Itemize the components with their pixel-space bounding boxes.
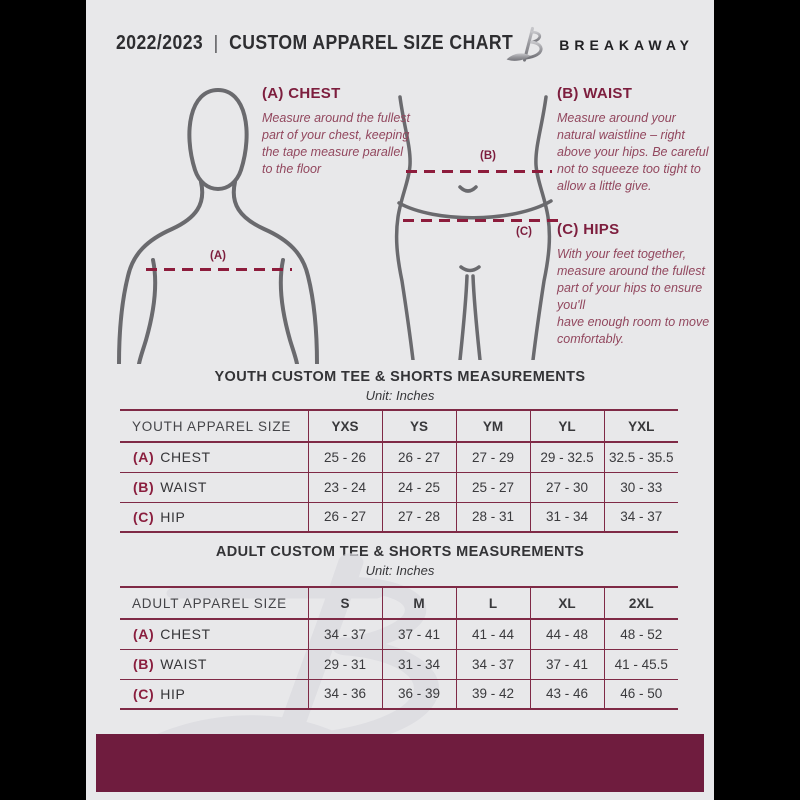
size-value-cell: 36 - 39	[381, 679, 456, 710]
row-key: (B)	[133, 479, 155, 495]
lower-body-figure	[394, 95, 553, 360]
size-value-cell: 27 - 30	[529, 472, 604, 503]
size-value-cell: 30 - 33	[603, 472, 678, 503]
breakaway-b-logo-icon	[506, 26, 543, 62]
chart-title: CUSTOM APPAREL SIZE CHART	[229, 32, 514, 54]
size-value-cell: 31 - 34	[529, 502, 604, 533]
size-value-cell: 29 - 31	[307, 649, 382, 680]
chest-description: Measure around the fullest part of your …	[262, 111, 411, 176]
size-column-header: YM	[455, 409, 530, 443]
size-value-cell: 25 - 26	[307, 442, 382, 473]
table-row-hip: (C) HIP 34 - 36 36 - 39 39 - 42 43 - 46 4…	[120, 679, 678, 710]
size-value-cell: 41 - 45.5	[603, 649, 678, 680]
size-column-header: YL	[529, 409, 604, 443]
table-row-waist: (B) WAIST 23 - 24 24 - 25 25 - 27 27 - 30…	[120, 472, 678, 503]
size-column-header: YXL	[603, 409, 678, 443]
size-column-header: XL	[529, 586, 604, 620]
row-key: (A)	[133, 626, 155, 643]
waist-description: Measure around your natural waistline – …	[557, 111, 709, 193]
upper-body-figure	[117, 87, 319, 364]
size-value-cell: 48 - 52	[603, 619, 678, 650]
size-column-header: L	[455, 586, 530, 620]
size-value-cell: 44 - 48	[529, 619, 604, 650]
hips-description: With your feet together, measure around …	[557, 247, 710, 346]
table-row-chest: (A) CHEST 34 - 37 37 - 41 41 - 44 44 - 48…	[120, 619, 678, 650]
size-value-cell: 24 - 25	[381, 472, 456, 503]
waist-measurement-line	[406, 170, 552, 173]
table-header-row: ADULT APPAREL SIZE S M L XL 2XL	[120, 586, 678, 620]
size-value-cell: 34 - 37	[307, 619, 382, 650]
size-value-cell: 34 - 37	[455, 649, 530, 680]
size-value-cell: 37 - 41	[529, 649, 604, 680]
page-title: 2022/2023 | CUSTOM APPAREL SIZE CHART	[116, 32, 513, 55]
size-value-cell: 29 - 32.5	[529, 442, 604, 473]
table-row-hip: (C) HIP 26 - 27 27 - 28 28 - 31 31 - 34 3…	[120, 502, 678, 533]
size-chart-poster: 2022/2023 | CUSTOM APPAREL SIZE CHART	[86, 0, 714, 800]
title-separator: |	[213, 33, 219, 54]
size-value-cell: 25 - 27	[455, 472, 530, 503]
size-value-cell: 39 - 42	[455, 679, 530, 710]
size-value-cell: 34 - 37	[603, 502, 678, 533]
row-key: (A)	[133, 449, 155, 466]
adult-size-label-header: ADULT APPAREL SIZE	[120, 586, 308, 620]
youth-size-label-header: YOUTH APPAREL SIZE	[120, 409, 308, 443]
size-value-cell: 34 - 36	[307, 679, 382, 710]
youth-size-table: YOUTH APPAREL SIZE YXS YS YM YL YXL (A) C…	[120, 409, 678, 533]
chest-measurement-line	[146, 268, 292, 271]
row-label: CHEST	[160, 626, 211, 643]
size-value-cell: 27 - 29	[455, 442, 530, 473]
row-label: CHEST	[160, 449, 211, 466]
row-label: WAIST	[160, 656, 208, 672]
youth-unit-label: Unit: Inches	[365, 388, 435, 403]
size-value-cell: 43 - 46	[529, 679, 604, 710]
size-column-header: M	[381, 586, 456, 620]
adult-size-table: ADULT APPAREL SIZE S M L XL 2XL (A) CHEST…	[120, 586, 678, 710]
size-value-cell: 31 - 34	[381, 649, 456, 680]
adult-section-title: ADULT CUSTOM TEE & SHORTS MEASUREMENTS	[215, 544, 585, 560]
chest-heading: (A) CHEST	[262, 85, 341, 102]
row-label: HIP	[160, 685, 186, 702]
table-row-waist: (B) WAIST 29 - 31 31 - 34 34 - 37 37 - 41…	[120, 649, 678, 680]
size-value-cell: 41 - 44	[455, 619, 530, 650]
size-column-header: S	[307, 586, 382, 620]
row-key: (C)	[133, 508, 155, 525]
footer-accent-bar	[96, 734, 704, 792]
youth-size-table-wrap: YOUTH APPAREL SIZE YXS YS YM YL YXL (A) C…	[120, 409, 678, 533]
table-header-row: YOUTH APPAREL SIZE YXS YS YM YL YXL	[120, 409, 678, 443]
row-label: WAIST	[160, 479, 208, 495]
table-row-chest: (A) CHEST 25 - 26 26 - 27 27 - 29 29 - 32…	[120, 442, 678, 473]
season-label: 2022/2023	[116, 32, 204, 54]
hips-measurement-line	[403, 219, 564, 222]
size-value-cell: 27 - 28	[381, 502, 456, 533]
hips-heading: (C) HIPS	[557, 221, 620, 238]
size-value-cell: 37 - 41	[381, 619, 456, 650]
waist-heading: (B) WAIST	[557, 85, 633, 102]
size-column-header: YXS	[307, 409, 382, 443]
size-value-cell: 26 - 27	[307, 502, 382, 533]
size-column-header: 2XL	[603, 586, 678, 620]
measurement-label-c: (C)	[516, 226, 532, 238]
header: 2022/2023 | CUSTOM APPAREL SIZE CHART	[86, 24, 714, 68]
row-label: HIP	[160, 508, 186, 525]
size-column-header: YS	[381, 409, 456, 443]
measurement-label-b: (B)	[480, 150, 496, 162]
size-value-cell: 28 - 31	[455, 502, 530, 533]
row-key: (B)	[133, 656, 155, 672]
adult-unit-label: Unit: Inches	[365, 563, 435, 578]
measurement-label-a: (A)	[210, 250, 226, 262]
size-value-cell: 32.5 - 35.5	[603, 442, 678, 473]
youth-section-title: YOUTH CUSTOM TEE & SHORTS MEASUREMENTS	[214, 369, 586, 385]
size-value-cell: 46 - 50	[603, 679, 678, 710]
size-value-cell: 23 - 24	[307, 472, 382, 503]
size-value-cell: 26 - 27	[381, 442, 456, 473]
brand: BREAKAWAY	[503, 24, 694, 66]
row-key: (C)	[133, 685, 155, 702]
brand-name: BREAKAWAY	[559, 37, 694, 53]
adult-size-table-wrap: ADULT APPAREL SIZE S M L XL 2XL (A) CHEST…	[120, 586, 678, 710]
